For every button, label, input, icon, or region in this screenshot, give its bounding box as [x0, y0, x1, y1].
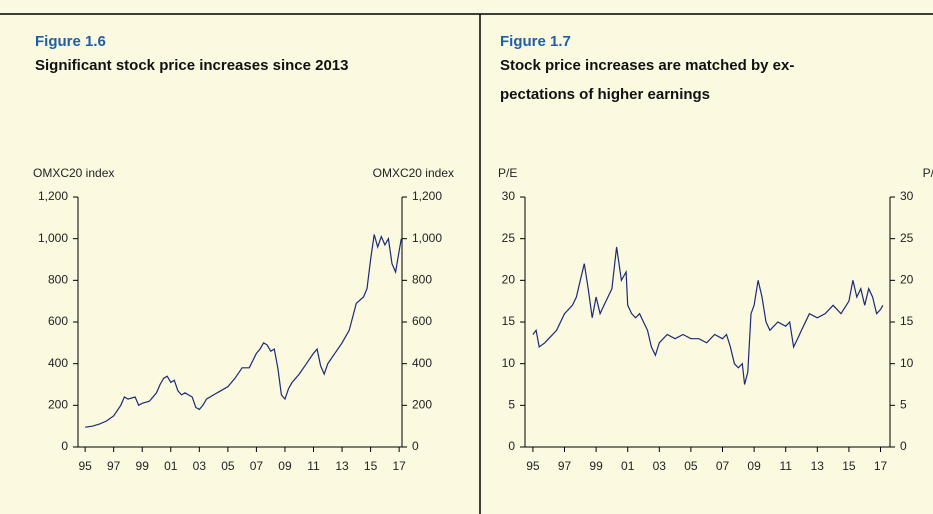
x-tick-label: 05: [684, 459, 698, 473]
y2-tick-label: 15: [900, 314, 914, 328]
y2-tick-label: 1,200: [412, 189, 442, 203]
y2-tick-label: 200: [412, 398, 432, 412]
x-tick-label: 95: [526, 459, 540, 473]
x-tick-label: 95: [78, 459, 92, 473]
y-tick-label: 30: [502, 189, 516, 203]
data-line: [532, 246, 884, 385]
x-tick-label: 15: [364, 459, 378, 473]
x-tick-label: 97: [107, 459, 121, 473]
x-tick-label: 97: [558, 459, 572, 473]
y-tick-label: 1,000: [38, 231, 68, 245]
y-tick-label: 0: [61, 439, 68, 453]
x-tick-label: 13: [335, 459, 349, 473]
y-tick-label: 20: [502, 273, 516, 287]
x-tick-label: 05: [221, 459, 235, 473]
y-tick-label: 15: [502, 314, 516, 328]
x-tick-label: 17: [392, 459, 406, 473]
y2-tick-label: 30: [900, 189, 914, 203]
y2-tick-label: 0: [412, 439, 419, 453]
y2-tick-label: 600: [412, 314, 432, 328]
y-tick-label: 5: [508, 398, 515, 412]
chart-title: Stock price increases are matched by ex-: [500, 57, 794, 74]
x-tick-label: 17: [874, 459, 888, 473]
x-tick-label: 03: [193, 459, 207, 473]
y2-axis-label: OMXC20 index: [373, 166, 454, 180]
y-axis-label: P/E: [498, 166, 517, 180]
x-tick-label: 01: [164, 459, 178, 473]
figure-label: Figure 1.7: [500, 33, 571, 50]
y2-tick-label: 0: [900, 439, 907, 453]
chart-title: Significant stock price increases since …: [35, 57, 349, 74]
x-tick-label: 07: [250, 459, 264, 473]
y2-tick-label: 400: [412, 356, 432, 370]
y-axis-label: OMXC20 index: [33, 166, 114, 180]
data-line: [85, 234, 402, 428]
x-tick-label: 99: [136, 459, 150, 473]
y2-tick-label: 5: [900, 398, 907, 412]
y-tick-label: 25: [502, 231, 516, 245]
y2-tick-label: 1,000: [412, 231, 442, 245]
y2-axis-label: P/E: [923, 166, 933, 180]
x-tick-label: 13: [811, 459, 825, 473]
y2-tick-label: 800: [412, 273, 432, 287]
y2-tick-label: 25: [900, 231, 914, 245]
figure-label: Figure 1.6: [35, 33, 106, 50]
y-tick-label: 10: [502, 356, 516, 370]
y-tick-label: 1,200: [38, 189, 68, 203]
y-tick-label: 200: [48, 398, 68, 412]
x-tick-label: 03: [653, 459, 667, 473]
x-tick-label: 09: [278, 459, 292, 473]
x-tick-label: 11: [307, 459, 320, 473]
x-tick-label: 11: [779, 459, 792, 473]
y2-tick-label: 20: [900, 273, 914, 287]
y-tick-label: 400: [48, 356, 68, 370]
x-tick-label: 01: [621, 459, 635, 473]
chart-title: pectations of higher earnings: [500, 86, 710, 103]
y-tick-label: 600: [48, 314, 68, 328]
x-tick-label: 07: [716, 459, 730, 473]
x-tick-label: 09: [747, 459, 761, 473]
y2-tick-label: 10: [900, 356, 914, 370]
y-tick-label: 800: [48, 273, 68, 287]
x-tick-label: 99: [589, 459, 603, 473]
x-tick-label: 15: [842, 459, 856, 473]
y-tick-label: 0: [508, 439, 515, 453]
